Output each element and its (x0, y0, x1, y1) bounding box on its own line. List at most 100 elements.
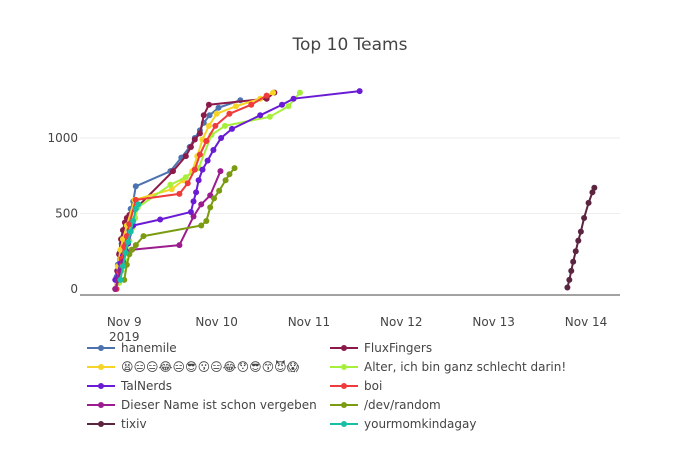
data-point[interactable] (191, 136, 198, 143)
data-point[interactable] (199, 166, 206, 173)
legend-item[interactable]: Alter, ich bin ganz schlecht darin! (330, 360, 566, 374)
data-point[interactable] (193, 189, 200, 196)
data-point[interactable] (205, 122, 212, 129)
data-point[interactable] (191, 166, 198, 173)
data-point[interactable] (575, 237, 582, 244)
data-point[interactable] (184, 180, 191, 187)
data-point[interactable] (285, 103, 292, 110)
legend-item[interactable]: /dev/random (330, 398, 441, 412)
data-point[interactable] (117, 276, 124, 283)
data-point[interactable] (279, 101, 286, 108)
data-point[interactable] (290, 95, 297, 102)
legend-item[interactable]: 😫😑😑😂😑😎😗😑😂😯😎😙😈😱 (87, 360, 300, 374)
data-point[interactable] (196, 130, 203, 137)
data-point[interactable] (187, 208, 194, 215)
data-point[interactable] (296, 89, 303, 96)
data-point[interactable] (190, 213, 197, 220)
data-point[interactable] (215, 104, 222, 111)
data-point[interactable] (112, 285, 119, 292)
data-point[interactable] (204, 157, 211, 164)
data-point[interactable] (128, 246, 135, 253)
data-point[interactable] (270, 89, 277, 96)
y-tick-label: 1000 (47, 131, 78, 145)
data-point[interactable] (212, 122, 219, 129)
legend-label: hanemile (121, 341, 177, 355)
data-point[interactable] (356, 88, 363, 95)
data-point[interactable] (257, 112, 264, 119)
data-point[interactable] (218, 134, 225, 141)
data-point[interactable] (132, 183, 139, 190)
data-point[interactable] (203, 137, 210, 144)
data-point[interactable] (581, 214, 588, 221)
data-point[interactable] (266, 113, 273, 120)
data-point[interactable] (196, 151, 203, 158)
series-8 (564, 184, 598, 291)
data-point[interactable] (216, 187, 223, 194)
data-point[interactable] (222, 177, 229, 184)
data-point[interactable] (570, 258, 577, 265)
data-point[interactable] (207, 204, 214, 211)
data-point[interactable] (140, 233, 147, 240)
data-point[interactable] (198, 222, 205, 229)
data-point[interactable] (135, 201, 142, 208)
legend-item[interactable]: boi (330, 379, 382, 393)
data-point[interactable] (205, 101, 212, 108)
data-point[interactable] (169, 168, 176, 175)
data-point[interactable] (248, 101, 255, 108)
data-point[interactable] (589, 189, 596, 196)
data-point[interactable] (157, 216, 164, 223)
data-point[interactable] (182, 174, 189, 181)
legend-item[interactable]: TalNerds (87, 379, 172, 393)
data-point[interactable] (187, 144, 194, 151)
data-point[interactable] (132, 242, 139, 249)
legend[interactable]: hanemile FluxFingers 😫😑😑😂😑😎😗😑😂😯😎😙😈😱 Alter, … (87, 341, 566, 431)
data-point[interactable] (221, 122, 228, 129)
data-point[interactable] (226, 110, 233, 117)
data-point[interactable] (206, 112, 213, 119)
data-point[interactable] (232, 103, 239, 110)
data-point[interactable] (213, 110, 220, 117)
data-point[interactable] (566, 276, 573, 283)
data-point[interactable] (122, 249, 129, 256)
data-point[interactable] (176, 190, 183, 197)
y-tick-label: 500 (55, 206, 78, 220)
legend-swatch-marker (341, 421, 347, 427)
data-point[interactable] (195, 177, 202, 184)
data-point[interactable] (176, 242, 183, 249)
data-point[interactable] (572, 248, 579, 255)
data-point[interactable] (182, 153, 189, 160)
data-point[interactable] (568, 267, 575, 274)
data-point[interactable] (167, 181, 174, 188)
legend-item[interactable]: Dieser Name ist schon vergeben (87, 398, 317, 412)
legend-item[interactable]: FluxFingers (330, 341, 432, 355)
legend-label: Dieser Name ist schon vergeben (121, 398, 317, 412)
data-point[interactable] (119, 263, 126, 270)
data-point[interactable] (190, 198, 197, 205)
data-point[interactable] (228, 125, 235, 132)
legend-item[interactable]: tixiv (87, 417, 147, 431)
data-point[interactable] (132, 196, 139, 203)
data-point[interactable] (564, 284, 571, 291)
legend-item[interactable]: hanemile (87, 341, 177, 355)
data-point[interactable] (125, 239, 132, 246)
data-point[interactable] (211, 195, 218, 202)
data-point[interactable] (203, 218, 210, 225)
x-tick-label: Nov 12 (380, 315, 423, 329)
data-point[interactable] (591, 184, 598, 191)
data-point[interactable] (226, 171, 233, 178)
data-point[interactable] (132, 205, 139, 212)
data-point[interactable] (217, 168, 224, 175)
data-point[interactable] (200, 112, 207, 119)
data-point[interactable] (577, 228, 584, 235)
data-point[interactable] (231, 165, 238, 172)
data-point[interactable] (130, 218, 137, 225)
legend-swatch-marker (341, 383, 347, 389)
data-point[interactable] (198, 201, 205, 208)
data-point[interactable] (263, 92, 270, 99)
data-point[interactable] (210, 147, 217, 154)
data-point[interactable] (168, 186, 175, 193)
data-point[interactable] (127, 228, 134, 235)
legend-item[interactable]: yourmomkindagay (330, 417, 476, 431)
data-point[interactable] (585, 199, 592, 206)
